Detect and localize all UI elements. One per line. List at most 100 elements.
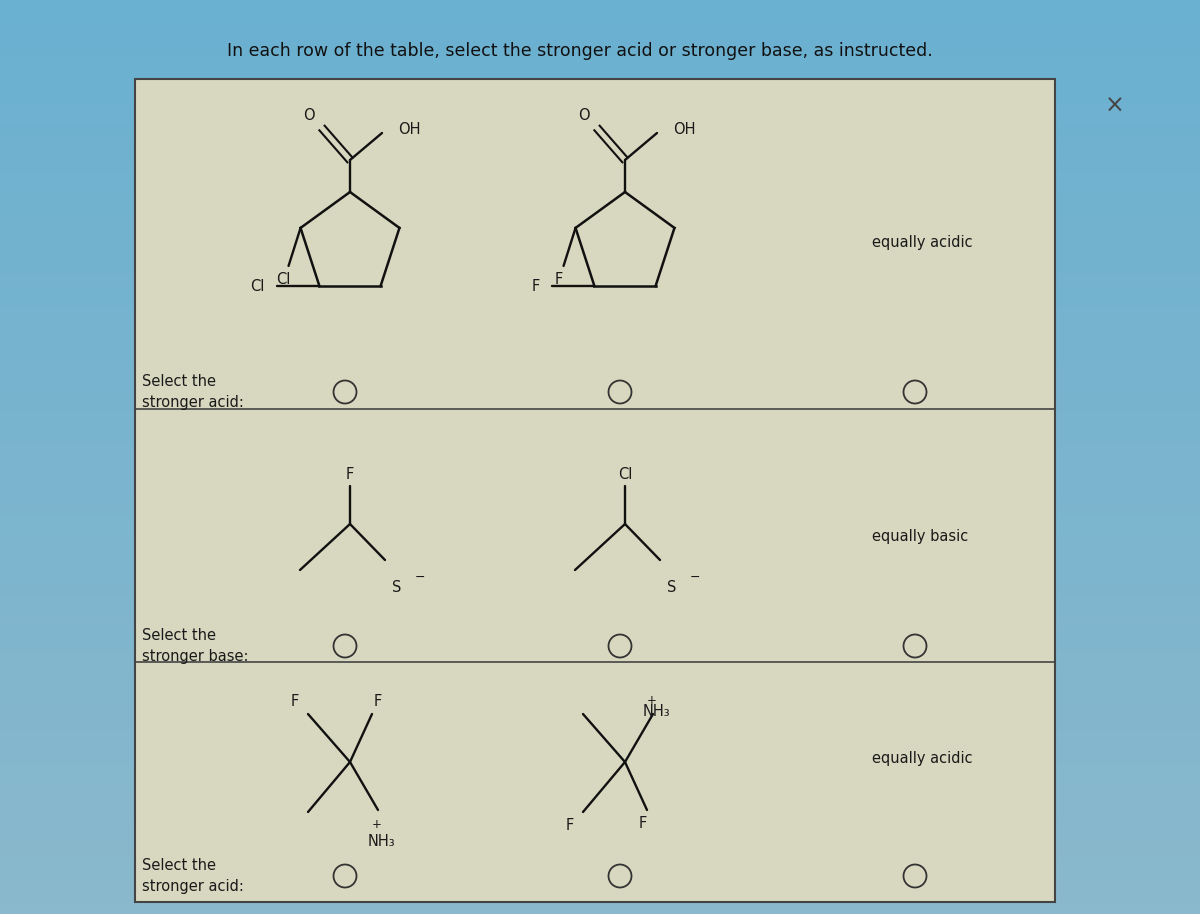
Bar bbox=[0, 194, 1200, 206]
Bar bbox=[0, 228, 1200, 239]
Text: F: F bbox=[374, 695, 382, 709]
Bar bbox=[0, 823, 1200, 834]
Bar bbox=[0, 388, 1200, 400]
Text: Select the: Select the bbox=[142, 858, 216, 874]
Text: ×: × bbox=[1105, 94, 1124, 118]
Bar bbox=[0, 320, 1200, 331]
Text: equally basic: equally basic bbox=[872, 528, 968, 544]
Bar bbox=[0, 80, 1200, 91]
Bar bbox=[0, 274, 1200, 285]
Bar bbox=[0, 125, 1200, 137]
Text: +: + bbox=[372, 817, 382, 831]
Bar bbox=[0, 777, 1200, 788]
Text: S: S bbox=[667, 579, 677, 594]
Bar bbox=[0, 491, 1200, 503]
Bar bbox=[0, 23, 1200, 34]
Bar bbox=[0, 845, 1200, 857]
Bar bbox=[0, 559, 1200, 571]
Bar bbox=[0, 148, 1200, 160]
Bar bbox=[0, 114, 1200, 125]
Text: Cl: Cl bbox=[618, 466, 632, 482]
Bar bbox=[0, 343, 1200, 354]
Bar bbox=[0, 696, 1200, 708]
Bar bbox=[0, 720, 1200, 731]
Text: equally acidic: equally acidic bbox=[872, 235, 973, 250]
Text: O: O bbox=[304, 109, 314, 123]
Text: OH: OH bbox=[673, 122, 695, 136]
Text: −: − bbox=[415, 570, 426, 583]
Bar bbox=[0, 663, 1200, 675]
Bar bbox=[0, 331, 1200, 343]
Bar bbox=[0, 629, 1200, 640]
Bar bbox=[0, 137, 1200, 148]
Text: Select the: Select the bbox=[142, 375, 216, 389]
Bar bbox=[0, 526, 1200, 537]
Bar bbox=[0, 411, 1200, 422]
Bar bbox=[0, 160, 1200, 172]
Bar bbox=[0, 46, 1200, 57]
Bar bbox=[0, 640, 1200, 651]
Bar bbox=[0, 434, 1200, 445]
Bar bbox=[0, 754, 1200, 765]
Bar bbox=[0, 457, 1200, 468]
Bar bbox=[0, 605, 1200, 617]
Bar bbox=[0, 583, 1200, 594]
Bar bbox=[0, 308, 1200, 320]
Text: equally acidic: equally acidic bbox=[872, 751, 973, 767]
Text: F: F bbox=[532, 279, 540, 293]
Text: F: F bbox=[566, 819, 574, 834]
Bar bbox=[0, 686, 1200, 696]
Bar bbox=[0, 251, 1200, 263]
Bar bbox=[0, 800, 1200, 812]
Bar bbox=[0, 812, 1200, 823]
Text: F: F bbox=[638, 816, 647, 832]
Bar bbox=[0, 57, 1200, 69]
Bar bbox=[0, 857, 1200, 868]
Bar bbox=[0, 171, 1200, 183]
Bar bbox=[0, 708, 1200, 720]
Bar bbox=[0, 366, 1200, 377]
Bar bbox=[0, 788, 1200, 800]
Text: NH₃: NH₃ bbox=[368, 834, 396, 849]
Bar bbox=[0, 594, 1200, 605]
Text: NH₃: NH₃ bbox=[643, 705, 671, 719]
Bar bbox=[0, 548, 1200, 559]
Bar bbox=[0, 399, 1200, 411]
Bar bbox=[0, 0, 1200, 11]
Text: stronger acid:: stronger acid: bbox=[142, 395, 244, 409]
Text: stronger acid:: stronger acid: bbox=[142, 878, 244, 894]
Bar bbox=[0, 617, 1200, 629]
Bar bbox=[0, 766, 1200, 777]
Bar bbox=[0, 480, 1200, 492]
Text: F: F bbox=[346, 466, 354, 482]
Bar bbox=[134, 79, 1055, 902]
Bar bbox=[0, 297, 1200, 308]
Bar bbox=[0, 731, 1200, 742]
Bar bbox=[0, 468, 1200, 480]
Text: Cl: Cl bbox=[250, 279, 264, 293]
Bar bbox=[0, 903, 1200, 914]
Bar bbox=[0, 879, 1200, 891]
Bar bbox=[0, 206, 1200, 217]
Bar bbox=[0, 354, 1200, 366]
Text: F: F bbox=[554, 272, 563, 287]
Bar bbox=[0, 422, 1200, 434]
Bar bbox=[0, 102, 1200, 114]
Bar bbox=[0, 834, 1200, 845]
Bar bbox=[0, 537, 1200, 548]
Text: In each row of the table, select the stronger acid or stronger base, as instruct: In each row of the table, select the str… bbox=[227, 42, 932, 60]
Bar bbox=[0, 503, 1200, 514]
Text: Cl: Cl bbox=[276, 272, 290, 287]
Bar bbox=[0, 183, 1200, 194]
Bar bbox=[0, 868, 1200, 879]
Bar bbox=[0, 571, 1200, 583]
Bar bbox=[0, 514, 1200, 526]
Text: −: − bbox=[690, 570, 701, 583]
Bar bbox=[0, 91, 1200, 102]
Bar bbox=[0, 675, 1200, 686]
Bar bbox=[0, 239, 1200, 251]
Text: stronger base:: stronger base: bbox=[142, 649, 248, 664]
Bar bbox=[0, 69, 1200, 80]
Bar bbox=[0, 217, 1200, 228]
Bar bbox=[0, 34, 1200, 46]
